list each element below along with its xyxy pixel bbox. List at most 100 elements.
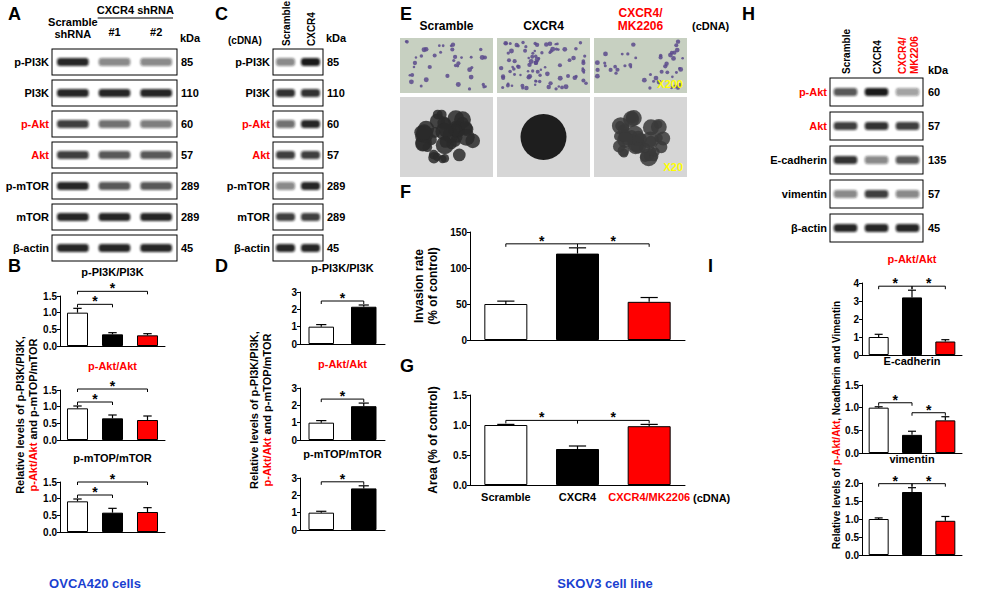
svg-text:Scramble: Scramble: [281, 1, 292, 46]
svg-text:150: 150: [450, 227, 467, 238]
svg-text:3: 3: [291, 287, 297, 298]
svg-text:*: *: [611, 409, 617, 425]
svg-text:p-PI3K/PI3K: p-PI3K/PI3K: [81, 266, 143, 278]
svg-text:(cDNA): (cDNA): [693, 492, 731, 504]
svg-text:G: G: [400, 356, 414, 376]
svg-text:*: *: [110, 378, 116, 394]
svg-text:2: 2: [291, 490, 297, 501]
svg-text:(cDNA): (cDNA): [692, 20, 730, 32]
svg-text:2: 2: [291, 400, 297, 411]
svg-text:C: C: [215, 4, 228, 24]
svg-text:2: 2: [853, 314, 859, 325]
svg-text:Scramble: Scramble: [419, 19, 473, 33]
svg-text:H: H: [742, 4, 755, 24]
svg-text:45: 45: [928, 222, 940, 234]
svg-text:p-Akt: p-Akt: [242, 118, 270, 130]
svg-text:0.0: 0.0: [453, 480, 467, 491]
svg-text:CXCR4: CXCR4: [306, 12, 317, 46]
svg-text:shRNA: shRNA: [54, 28, 91, 40]
svg-text:Area (% of control): Area (% of control): [426, 386, 440, 493]
svg-text:CXCR4: CXCR4: [559, 491, 597, 503]
svg-text:CXCR4: CXCR4: [872, 40, 883, 74]
svg-text:1.5: 1.5: [845, 496, 859, 507]
svg-text:0.5: 0.5: [43, 510, 57, 521]
svg-text:0: 0: [291, 435, 297, 446]
svg-text:60: 60: [181, 118, 193, 130]
svg-text:B: B: [8, 256, 21, 276]
svg-text:SKOV3 cell line: SKOV3 cell line: [557, 576, 652, 591]
svg-text:0.0: 0.0: [845, 550, 859, 561]
svg-text:p-Akt: p-Akt: [799, 86, 827, 98]
svg-text:1: 1: [291, 417, 297, 428]
svg-text:0.0: 0.0: [845, 448, 859, 459]
svg-text:0.5: 0.5: [43, 418, 57, 429]
svg-text:289: 289: [327, 180, 345, 192]
svg-text:CXCR4/MK2206: CXCR4/MK2206: [608, 491, 690, 503]
svg-text:1: 1: [291, 321, 297, 332]
svg-text:0.5: 0.5: [43, 324, 57, 335]
svg-text:CXCR4: CXCR4: [523, 19, 564, 33]
svg-text:1: 1: [853, 332, 859, 343]
svg-text:vimentin: vimentin: [782, 188, 828, 200]
svg-text:*: *: [539, 409, 545, 425]
svg-text:p-mTOR: p-mTOR: [6, 180, 49, 192]
svg-text:(% of control): (% of control): [426, 247, 440, 324]
svg-text:*: *: [926, 402, 932, 418]
svg-text:p-Akt: p-Akt: [21, 118, 49, 130]
svg-text:kDa: kDa: [326, 32, 347, 44]
svg-text:110: 110: [181, 87, 199, 99]
svg-text:PI3K: PI3K: [25, 87, 50, 99]
svg-text:0: 0: [461, 335, 467, 346]
svg-text:E: E: [400, 4, 412, 24]
svg-text:85: 85: [181, 56, 193, 68]
svg-text:1.5: 1.5: [43, 385, 57, 396]
svg-text:57: 57: [327, 149, 339, 161]
svg-text:*: *: [110, 280, 116, 296]
svg-text:A: A: [8, 4, 21, 24]
svg-text:*: *: [340, 388, 346, 404]
svg-text:57: 57: [928, 188, 940, 200]
svg-text:289: 289: [181, 180, 199, 192]
svg-text:p-Akt/Akt and p-mTOP/mTOR: p-Akt/Akt and p-mTOP/mTOR: [261, 333, 273, 486]
svg-text:vimentin: vimentin: [889, 453, 935, 465]
svg-text:Relative levels of p-PI3K/PI3K: Relative levels of p-PI3K/PI3K,: [14, 336, 26, 494]
svg-text:*: *: [92, 293, 98, 309]
svg-text:E-cadherin: E-cadherin: [770, 154, 827, 166]
svg-text:60: 60: [928, 86, 940, 98]
svg-text:2: 2: [291, 304, 297, 315]
svg-text:0.0: 0.0: [43, 527, 57, 538]
svg-text:1.0: 1.0: [453, 420, 467, 431]
svg-text:0: 0: [291, 339, 297, 350]
svg-text:4: 4: [853, 278, 859, 289]
svg-text:0.0: 0.0: [43, 435, 57, 446]
svg-text:CXCR4/: CXCR4/: [618, 6, 663, 20]
svg-text:p-Akt/Akt: p-Akt/Akt: [888, 253, 937, 265]
svg-text:p-Akt/Akt: p-Akt/Akt: [318, 358, 367, 370]
svg-text:0.5: 0.5: [845, 425, 859, 436]
svg-text:Relative levels of p-Akt/Akt,: Relative levels of p-Akt/Akt, Ncadherin …: [831, 301, 842, 549]
svg-text:F: F: [400, 182, 411, 202]
svg-text:1.0: 1.0: [845, 514, 859, 525]
svg-text:#1: #1: [108, 26, 120, 38]
svg-text:*: *: [340, 471, 346, 487]
svg-text:*: *: [92, 391, 98, 407]
svg-text:MK2206: MK2206: [909, 36, 920, 74]
svg-text:*: *: [539, 233, 545, 249]
svg-text:*: *: [340, 290, 346, 306]
svg-text:D: D: [215, 256, 228, 276]
svg-text:0: 0: [291, 525, 297, 536]
svg-text:(cDNA): (cDNA): [228, 35, 262, 46]
svg-text:50: 50: [456, 299, 468, 310]
svg-text:Scramble: Scramble: [841, 29, 852, 74]
svg-text:Akt: Akt: [31, 149, 49, 161]
svg-text:1: 1: [291, 507, 297, 518]
svg-text:p-PI3K/PI3K: p-PI3K/PI3K: [311, 262, 373, 274]
svg-text:1.5: 1.5: [453, 390, 467, 401]
svg-text:MK2206: MK2206: [618, 19, 664, 33]
svg-text:p-PI3K: p-PI3K: [14, 56, 49, 68]
svg-text:1.0: 1.0: [43, 401, 57, 412]
svg-text:I: I: [708, 256, 713, 276]
svg-text:*: *: [92, 484, 98, 500]
svg-text:135: 135: [928, 154, 946, 166]
svg-text:1.0: 1.0: [43, 307, 57, 318]
